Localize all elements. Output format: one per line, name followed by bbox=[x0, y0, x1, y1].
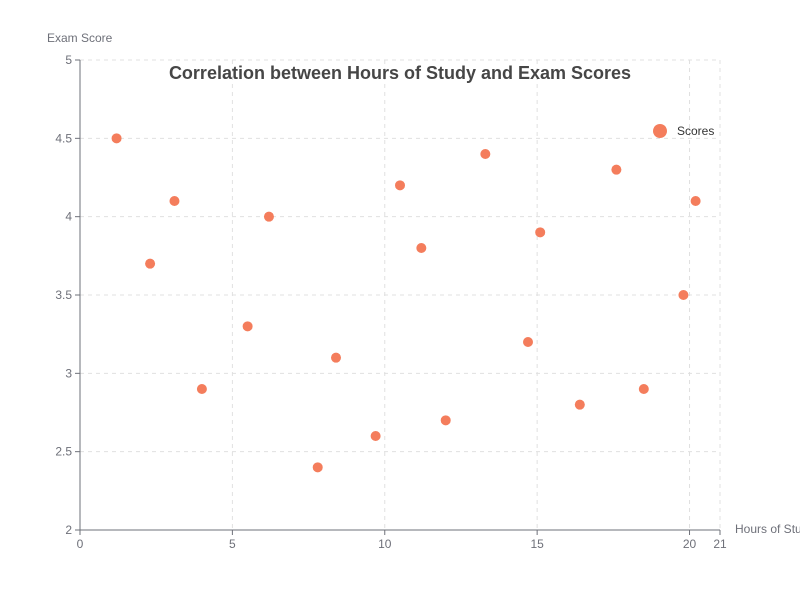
data-point[interactable] bbox=[523, 337, 533, 347]
data-point[interactable] bbox=[480, 149, 491, 159]
data-point[interactable] bbox=[416, 243, 427, 253]
data-point[interactable] bbox=[690, 196, 701, 206]
points-layer bbox=[111, 133, 701, 473]
y-tick-label: 3.5 bbox=[55, 288, 72, 302]
data-point[interactable] bbox=[535, 227, 546, 238]
data-point[interactable] bbox=[145, 258, 156, 269]
x-tick-label: 0 bbox=[77, 537, 84, 551]
y-tick-label: 5 bbox=[65, 53, 72, 67]
y-tick-label: 2 bbox=[65, 523, 72, 537]
chart-title: Correlation between Hours of Study and E… bbox=[169, 63, 631, 83]
data-point[interactable] bbox=[611, 164, 622, 175]
data-point[interactable] bbox=[440, 415, 451, 426]
x-tick-label: 10 bbox=[378, 537, 392, 551]
data-point[interactable] bbox=[395, 180, 405, 191]
grid-layer bbox=[80, 59, 721, 530]
axis-layer: 0 5 10 15 20 21 2 2.5 3 3.5 4 4.5 5 bbox=[55, 53, 727, 551]
y-tick-label: 4.5 bbox=[55, 131, 72, 145]
data-point[interactable] bbox=[111, 133, 122, 144]
y-tick-label: 3 bbox=[65, 366, 72, 380]
x-tick-label: 21 bbox=[713, 537, 727, 551]
x-tick-label: 15 bbox=[530, 537, 544, 551]
x-tick-label: 5 bbox=[229, 537, 236, 551]
data-point[interactable] bbox=[574, 399, 585, 410]
data-point[interactable] bbox=[263, 211, 274, 222]
data-point[interactable] bbox=[196, 384, 207, 394]
x-axis-label: Hours of Study bbox=[735, 522, 800, 536]
y-axis-label: Exam Score bbox=[47, 31, 113, 45]
data-point[interactable] bbox=[638, 384, 649, 394]
data-point[interactable] bbox=[331, 352, 341, 363]
legend-marker bbox=[653, 124, 667, 138]
data-point[interactable] bbox=[678, 290, 689, 300]
data-point[interactable] bbox=[312, 462, 323, 473]
data-point[interactable] bbox=[242, 321, 253, 332]
data-point[interactable] bbox=[370, 431, 381, 441]
legend-label: Scores bbox=[677, 124, 714, 138]
legend[interactable]: Scores bbox=[653, 124, 714, 138]
y-tick-label: 2.5 bbox=[55, 445, 72, 459]
data-point[interactable] bbox=[169, 196, 180, 206]
y-tick-label: 4 bbox=[65, 210, 72, 224]
x-tick-label: 20 bbox=[683, 537, 697, 551]
